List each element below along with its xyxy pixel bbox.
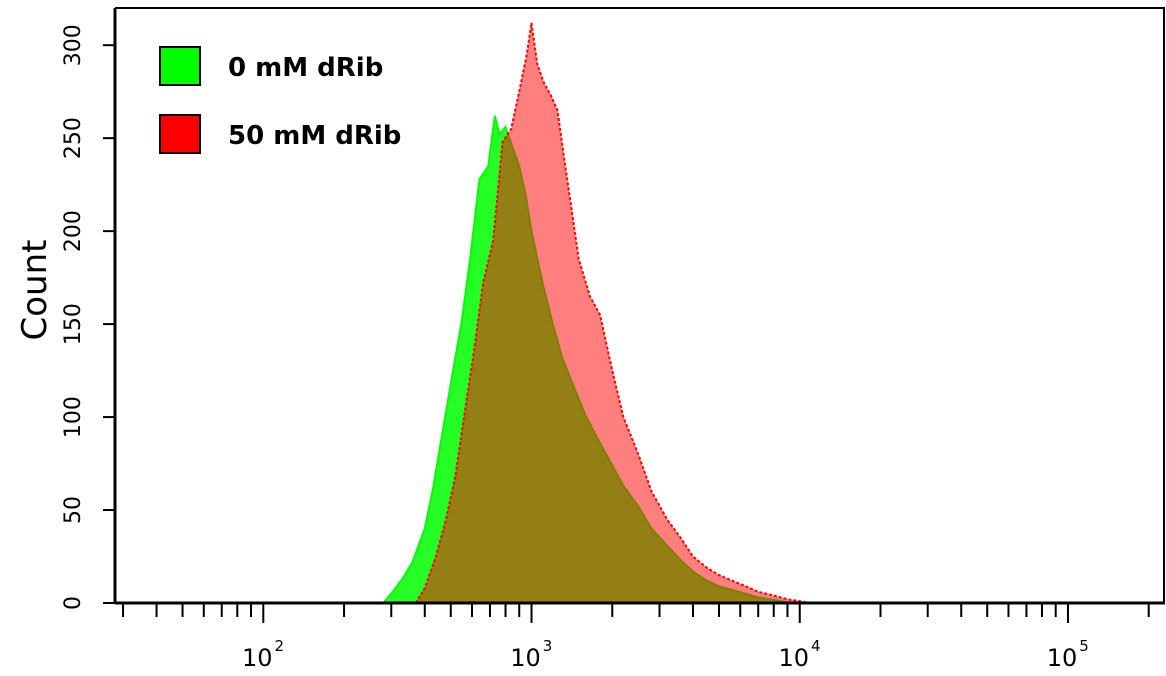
y-tick-label: 100	[61, 396, 86, 438]
legend-label-50mM: 50 mM dRib	[228, 121, 401, 151]
y-tick-label: 300	[61, 24, 86, 66]
y-axis-ticks: 0 50 100 150 200 250 300	[61, 24, 115, 610]
x-tick-exponent: 2	[275, 637, 285, 655]
series-layer	[381, 22, 831, 604]
y-tick-label: 200	[61, 210, 86, 252]
x-axis-ticks: 10 2 10 3 10 4 10 5	[122, 603, 1150, 672]
y-tick-label: 50	[61, 496, 86, 524]
legend-swatch-0mM	[159, 46, 201, 86]
x-tick-label: 10	[510, 644, 541, 672]
x-tick-exponent: 5	[1079, 637, 1089, 655]
y-tick-label: 0	[61, 596, 86, 610]
y-tick-label: 250	[61, 117, 86, 159]
x-tick-exponent: 3	[543, 637, 553, 655]
legend-label-0mM: 0 mM dRib	[228, 53, 383, 83]
x-tick-label: 10	[1047, 644, 1078, 672]
x-tick-label: 10	[778, 644, 809, 672]
y-tick-label: 150	[61, 303, 86, 345]
series-area-50mM	[413, 22, 831, 604]
x-tick-label: 10	[242, 644, 273, 672]
legend-swatch-50mM	[159, 114, 201, 154]
x-tick-exponent: 4	[811, 637, 821, 655]
y-axis-title: Count	[15, 240, 55, 341]
legend: 0 mM dRib 50 mM dRib	[159, 46, 401, 154]
